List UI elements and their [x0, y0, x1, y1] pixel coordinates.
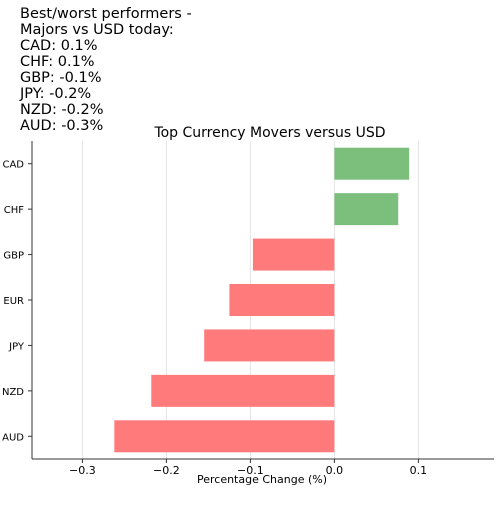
bar	[334, 193, 399, 226]
x-tick-label: −0.3	[69, 464, 96, 477]
plot-area: CAD CHF GBP EUR JPY NZD AUD −0.3 −0.2 −0.1 0.0 0.1	[2, 141, 494, 477]
y-tick-label: AUD	[2, 432, 24, 443]
performers-summary: Best/worst performers - Majors vs USD to…	[20, 6, 192, 134]
summary-line: CAD: 0.1%	[20, 38, 98, 54]
summary-line: AUD: -0.3%	[20, 118, 104, 134]
summary-line: Majors vs USD today:	[20, 22, 174, 38]
summary-line: GBP: -0.1%	[20, 70, 102, 86]
x-tick-label: 0.1	[410, 464, 428, 477]
chart-title: Top Currency Movers versus USD	[153, 125, 385, 141]
y-tick-label: CHF	[4, 205, 25, 216]
bar	[252, 238, 335, 271]
y-tick-label: NZD	[2, 387, 24, 398]
bar	[114, 420, 335, 453]
bar	[229, 284, 335, 316]
bar	[204, 329, 335, 362]
summary-line: NZD: -0.2%	[20, 102, 104, 118]
x-axis-label: Percentage Change (%)	[197, 473, 327, 486]
bar	[334, 147, 410, 180]
summary-line: CHF: 0.1%	[20, 54, 95, 70]
y-tick-label: JPY	[8, 341, 25, 352]
summary-line: JPY: -0.2%	[20, 86, 92, 102]
y-tick-label: CAD	[2, 160, 24, 171]
x-tick-label: −0.1	[237, 464, 264, 477]
summary-line: Best/worst performers -	[20, 6, 192, 22]
x-tick-label: 0.0	[326, 464, 344, 477]
y-tick-label: EUR	[3, 296, 24, 307]
x-tick-label: −0.2	[153, 464, 180, 477]
y-tick-label: GBP	[3, 251, 24, 262]
bar	[151, 374, 335, 407]
